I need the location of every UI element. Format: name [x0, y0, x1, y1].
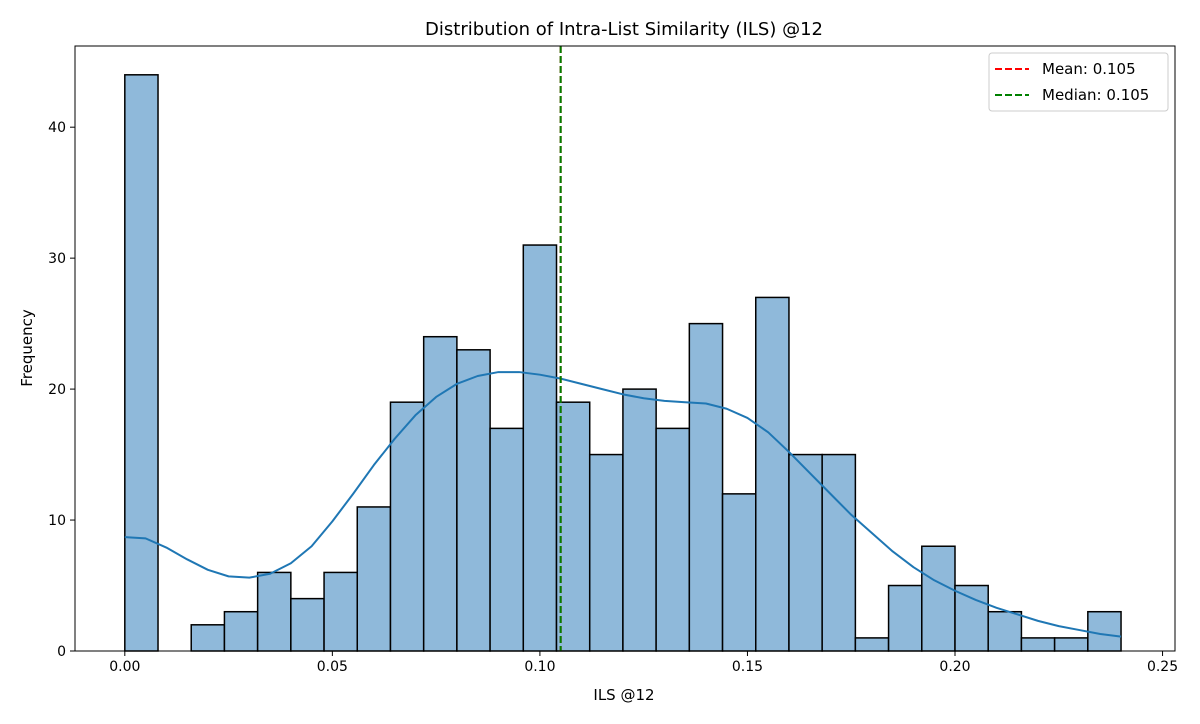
- legend-mean-label: Mean: 0.105: [1042, 60, 1136, 78]
- histogram-bar: [389, 401, 425, 652]
- histogram-bar: [522, 244, 558, 652]
- y-tick-label: 10: [48, 513, 66, 529]
- axes-frame: [74, 45, 1176, 652]
- x-tick-label: 0.00: [109, 659, 140, 675]
- histogram-bar: [688, 322, 724, 652]
- histogram-bar: [356, 506, 392, 652]
- x-axis-label: ILS @12: [593, 686, 654, 704]
- histogram-bar: [555, 401, 591, 652]
- histogram-bar: [954, 584, 989, 652]
- histogram-bar: [987, 610, 1023, 652]
- histogram-bar: [588, 453, 624, 652]
- histogram-bars: [124, 74, 1122, 652]
- histogram-bar: [256, 571, 292, 652]
- histogram-bar: [1053, 637, 1089, 652]
- legend: Mean: 0.105 Median: 0.105: [988, 52, 1169, 112]
- x-tick-label: 0.20: [939, 659, 970, 675]
- histogram-bar: [422, 335, 458, 652]
- histogram-bar: [854, 637, 890, 652]
- histogram-bar: [655, 427, 691, 652]
- histogram-bar: [124, 74, 159, 652]
- histogram-bar: [456, 349, 491, 652]
- y-axis-label: Frequency: [18, 309, 36, 387]
- histogram-bar: [290, 597, 325, 652]
- y-tick-label: 0: [57, 644, 66, 660]
- histogram-bar: [223, 610, 259, 652]
- histogram-bar: [323, 571, 359, 652]
- histogram-bar: [1087, 610, 1122, 652]
- histogram-bar: [887, 584, 923, 652]
- x-tick-label: 0.15: [732, 659, 763, 675]
- kde-layer: [124, 371, 1122, 638]
- histogram-bar: [1020, 637, 1056, 652]
- x-tick-label: 0.05: [317, 659, 348, 675]
- y-tick-label: 30: [48, 251, 66, 267]
- histogram-bar: [721, 493, 757, 652]
- x-tick-label: 0.25: [1147, 659, 1178, 675]
- y-tick-label: 20: [48, 382, 66, 398]
- histogram-bar: [190, 624, 226, 652]
- kde-curve: [124, 371, 1122, 638]
- histogram-bar: [489, 427, 525, 652]
- histogram-bar: [755, 296, 790, 652]
- y-tick-label: 40: [48, 120, 66, 136]
- histogram-bar: [622, 388, 657, 652]
- chart-title: Distribution of Intra-List Similarity (I…: [425, 19, 823, 40]
- legend-median-label: Median: 0.105: [1042, 86, 1149, 104]
- histogram-bar: [921, 545, 956, 652]
- x-tick-label: 0.10: [524, 659, 555, 675]
- legend-box: [988, 52, 1169, 112]
- histogram-bar: [821, 453, 857, 652]
- axes: 0.00 0.05 0.10 0.15 0.20 0.25 0 10 20 30 40: [48, 45, 1178, 675]
- histogram-bar: [788, 453, 823, 652]
